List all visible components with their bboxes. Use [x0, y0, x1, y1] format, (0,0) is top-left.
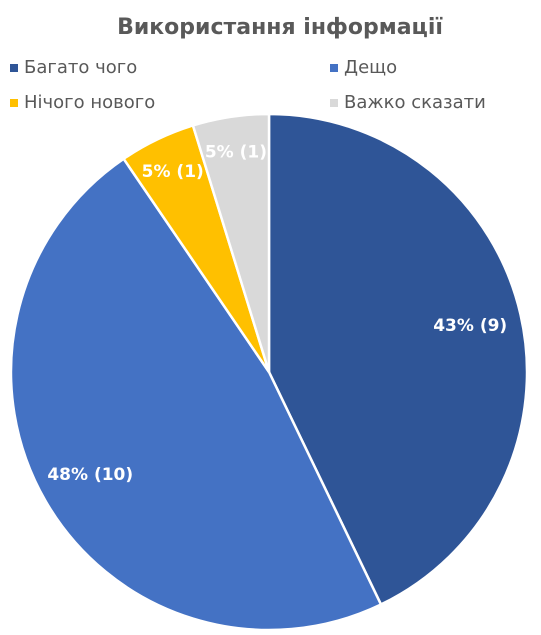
- legend-marker: [10, 99, 18, 107]
- legend-label: Нічого нового: [24, 92, 155, 113]
- pie-slice: [9, 157, 383, 632]
- legend-marker: [10, 64, 18, 72]
- legend-label: Важко сказати: [344, 92, 486, 113]
- legend-marker: [330, 64, 338, 72]
- legend-label: Дещо: [344, 57, 397, 78]
- data-label: 48% (10): [47, 465, 133, 485]
- pie-slice: [191, 112, 271, 373]
- pie-slice: [267, 112, 529, 607]
- chart-title: Використання інформації: [117, 15, 443, 40]
- legend-label: Багато чого: [24, 57, 137, 78]
- data-label: 5% (1): [205, 143, 267, 163]
- data-label: 5% (1): [142, 162, 204, 182]
- data-label: 43% (9): [433, 316, 507, 336]
- legend-marker: [330, 99, 338, 107]
